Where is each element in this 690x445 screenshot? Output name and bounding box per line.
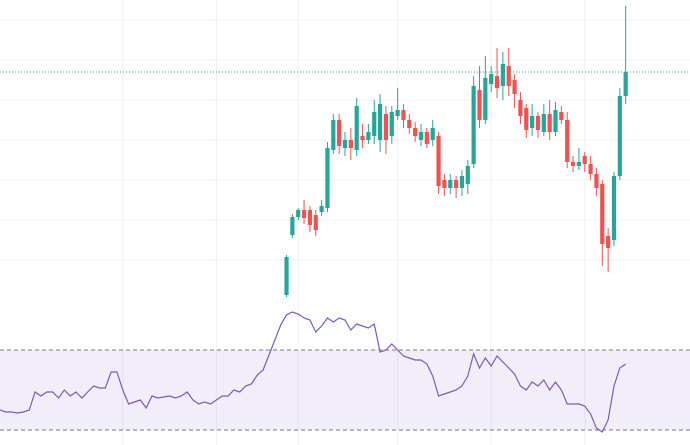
candle-body <box>337 120 342 146</box>
candle-body <box>617 96 622 176</box>
candle-body <box>512 80 517 94</box>
candle-body <box>600 184 605 244</box>
candle-body <box>442 180 447 188</box>
candle-body <box>313 215 318 230</box>
candle-body <box>296 210 301 217</box>
candle-body <box>430 128 435 140</box>
candle-body <box>559 112 564 120</box>
candle-body <box>541 114 546 132</box>
candle-body <box>354 106 359 150</box>
candle-body <box>284 257 289 295</box>
candle-body <box>471 86 476 164</box>
candle-body <box>448 180 453 188</box>
candle-body <box>377 104 383 140</box>
candle-body <box>459 176 465 188</box>
candle-body <box>436 136 441 186</box>
candle-body <box>325 148 330 208</box>
candle-body <box>424 132 429 144</box>
candle-body <box>389 112 394 136</box>
candle-body <box>576 162 582 166</box>
candle-body <box>553 110 558 132</box>
candle-body <box>401 110 406 120</box>
candle-body <box>606 236 611 248</box>
candle-body <box>565 120 570 162</box>
candle-body <box>342 140 348 148</box>
candle-body <box>366 132 371 140</box>
candle-body <box>489 74 494 84</box>
candle-body <box>290 217 295 235</box>
candle-body <box>383 114 389 140</box>
candle-body <box>570 162 576 166</box>
candle-body <box>582 156 587 164</box>
rsi-line <box>0 311 627 433</box>
candle-body <box>372 112 377 136</box>
candle-body <box>594 174 599 188</box>
candle-body <box>301 210 307 218</box>
candle-body <box>500 64 505 86</box>
candle-body <box>530 116 535 128</box>
candle-body <box>453 180 459 188</box>
candle-body <box>494 76 500 88</box>
candle-body <box>518 100 523 116</box>
candle-body <box>418 132 424 140</box>
candle-body <box>524 108 529 130</box>
candle-body <box>307 210 313 225</box>
candle-body <box>407 120 412 128</box>
candle-body <box>319 206 324 212</box>
candle-body <box>413 128 418 136</box>
candle-body <box>535 116 541 130</box>
candle-body <box>547 114 552 132</box>
candle-body <box>465 166 470 184</box>
candle-body <box>588 164 593 174</box>
candle-body <box>623 72 628 96</box>
candle-body <box>348 140 353 148</box>
rsi-band <box>0 350 690 430</box>
candle-body <box>331 120 336 150</box>
candle-body <box>506 66 511 86</box>
candle-body <box>395 110 400 116</box>
candle-body <box>611 176 617 240</box>
candle-body <box>360 136 365 140</box>
candle-body <box>483 78 488 120</box>
candle-body <box>477 90 482 120</box>
